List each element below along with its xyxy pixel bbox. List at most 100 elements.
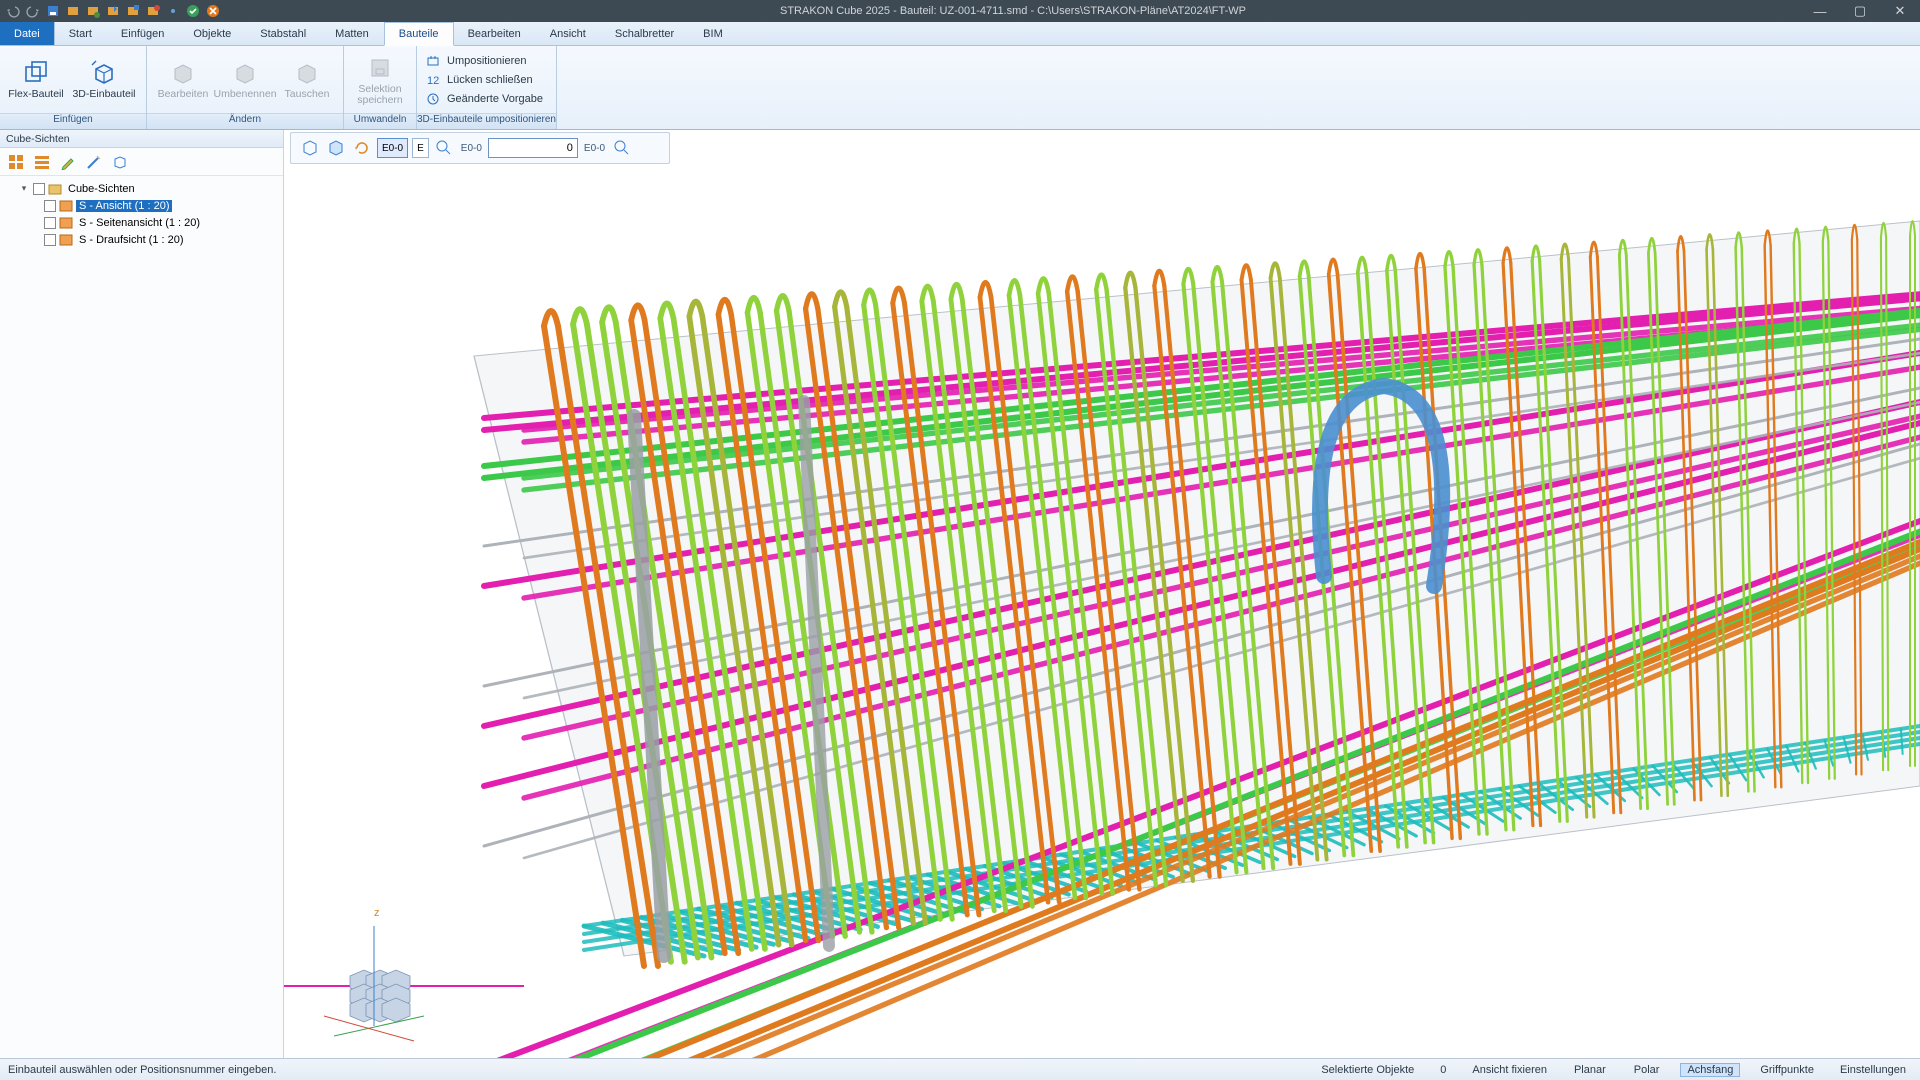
status-einstellungen[interactable]: Einstellungen: [1834, 1064, 1912, 1076]
file-tab[interactable]: Datei: [0, 22, 55, 45]
reposition-icon: [425, 53, 441, 69]
minimize-button[interactable]: —: [1800, 0, 1840, 22]
tab-objekte[interactable]: Objekte: [179, 22, 246, 45]
tab-stabstahl[interactable]: Stabstahl: [246, 22, 321, 45]
window-title: STRAKON Cube 2025 - Bauteil: UZ-001-4711…: [226, 5, 1800, 17]
ribbon-tabs: Datei Start Einfügen Objekte Stabstahl M…: [0, 22, 1920, 46]
selektion-speichern-button: Selektion speichern: [350, 49, 410, 111]
vtool-tag3: E0-0: [582, 143, 607, 154]
tree-item-ansicht[interactable]: S - Ansicht (1 : 20): [4, 197, 279, 214]
expand-icon[interactable]: ▾: [18, 183, 30, 194]
status-bar: Einbauteil auswählen oder Positionsnumme…: [0, 1058, 1920, 1080]
checkbox[interactable]: [44, 234, 56, 246]
maximize-button[interactable]: ▢: [1840, 0, 1880, 22]
flex-bauteil-icon: [22, 59, 50, 87]
tab-bim[interactable]: BIM: [689, 22, 738, 45]
status-prompt: Einbauteil auswählen oder Positionsnumme…: [8, 1064, 1301, 1076]
position-input[interactable]: [488, 138, 578, 158]
view-icon: [59, 199, 73, 213]
save-selection-icon: [366, 54, 394, 82]
qat-check-icon[interactable]: [184, 2, 202, 20]
sidetool-pencil-icon[interactable]: [58, 152, 78, 172]
vtool-tag2: E0-0: [459, 143, 484, 154]
vtool-zoom2-icon[interactable]: [611, 137, 633, 159]
sidetool-list-icon[interactable]: [32, 152, 52, 172]
checkbox[interactable]: [33, 183, 45, 195]
qat-btn7-icon[interactable]: [124, 2, 142, 20]
qat-save-icon[interactable]: [44, 2, 62, 20]
vtool-tag1[interactable]: E0-0: [377, 138, 408, 158]
tauschen-button: Tauschen: [277, 49, 337, 111]
tree-root[interactable]: ▾ Cube-Sichten: [4, 180, 279, 197]
umbenennen-button: Umbenennen: [215, 49, 275, 111]
status-selected-count: 0: [1434, 1064, 1452, 1076]
sidebar-toolbar: [0, 148, 283, 176]
sidetool-wand-icon[interactable]: [84, 152, 104, 172]
sidebar-cube-sichten: Cube-Sichten ▾ Cube-Sichten S - Ansicht …: [0, 130, 284, 1058]
status-planar[interactable]: Planar: [1567, 1063, 1613, 1077]
status-griffpunkte[interactable]: Griffpunkte: [1754, 1064, 1820, 1076]
vtool-e[interactable]: E: [412, 138, 429, 158]
status-polar[interactable]: Polar: [1627, 1063, 1667, 1077]
sidetool-grid-icon[interactable]: [6, 152, 26, 172]
qat-sep-icon: [164, 2, 182, 20]
vtool-cube2-icon[interactable]: [325, 137, 347, 159]
svg-text:123: 123: [427, 75, 440, 87]
tree-item-seitenansicht[interactable]: S - Seitenansicht (1 : 20): [4, 214, 279, 231]
ribbon-group-modify: Bearbeiten Umbenennen Tauschen Ändern: [147, 46, 344, 129]
titlebar: STRAKON Cube 2025 - Bauteil: UZ-001-4711…: [0, 0, 1920, 22]
quick-access-toolbar: [0, 2, 226, 20]
tab-einfuegen[interactable]: Einfügen: [107, 22, 179, 45]
status-fix-view[interactable]: Ansicht fixieren: [1466, 1064, 1553, 1076]
close-gaps-icon: 123: [425, 72, 441, 88]
close-button[interactable]: ✕: [1880, 0, 1920, 22]
changed-default-icon: [425, 91, 441, 107]
view-tree: ▾ Cube-Sichten S - Ansicht (1 : 20) S - …: [0, 176, 283, 1058]
geaenderte-vorgabe-button[interactable]: Geänderte Vorgabe: [421, 90, 547, 108]
view-icon: [59, 233, 73, 247]
tab-bauteile[interactable]: Bauteile: [384, 22, 454, 46]
3d-viewport[interactable]: z: [284, 166, 1920, 1058]
tab-start[interactable]: Start: [55, 22, 107, 45]
3d-einbauteil-icon: [90, 59, 118, 87]
ribbon-group-reposition: Umpositionieren 123 Lücken schließen Geä…: [417, 46, 557, 129]
rename-icon: [231, 59, 259, 87]
sidebar-title: Cube-Sichten: [0, 130, 283, 148]
qat-btn5-icon[interactable]: [84, 2, 102, 20]
qat-btn6-icon[interactable]: [104, 2, 122, 20]
swap-icon: [293, 59, 321, 87]
qat-redo-icon[interactable]: [24, 2, 42, 20]
flex-bauteil-button[interactable]: Flex-Bauteil: [6, 49, 66, 111]
view-icon: [59, 216, 73, 230]
vtool-refresh-icon[interactable]: [351, 137, 373, 159]
svg-text:z: z: [374, 907, 380, 919]
ribbon-group-convert: Selektion speichern Umwandeln: [344, 46, 417, 129]
folder-icon: [48, 182, 62, 196]
main-area: Cube-Sichten ▾ Cube-Sichten S - Ansicht …: [0, 130, 1920, 1058]
qat-undo-icon[interactable]: [4, 2, 22, 20]
tab-ansicht[interactable]: Ansicht: [536, 22, 601, 45]
tab-bearbeiten[interactable]: Bearbeiten: [454, 22, 536, 45]
tab-schalbretter[interactable]: Schalbretter: [601, 22, 689, 45]
vtool-zoom-icon[interactable]: [433, 137, 455, 159]
viewport-wrapper: E0-0 E E0-0 E0-0 z: [284, 130, 1920, 1058]
bearbeiten-button: Bearbeiten: [153, 49, 213, 111]
qat-cancel-icon[interactable]: [204, 2, 222, 20]
checkbox[interactable]: [44, 200, 56, 212]
3d-einbauteil-button[interactable]: 3D-Einbauteil: [68, 49, 140, 111]
window-buttons: — ▢ ✕: [1800, 0, 1920, 22]
qat-btn8-icon[interactable]: [144, 2, 162, 20]
tab-matten[interactable]: Matten: [321, 22, 384, 45]
umpositionieren-button[interactable]: Umpositionieren: [421, 52, 547, 70]
status-selected-label: Selektierte Objekte: [1315, 1064, 1420, 1076]
viewport-toolbar: E0-0 E E0-0 E0-0: [290, 132, 670, 164]
tree-item-draufsicht[interactable]: S - Draufsicht (1 : 20): [4, 231, 279, 248]
checkbox[interactable]: [44, 217, 56, 229]
luecken-schliessen-button[interactable]: 123 Lücken schließen: [421, 71, 547, 89]
vtool-cube1-icon[interactable]: [299, 137, 321, 159]
qat-btn4-icon[interactable]: [64, 2, 82, 20]
status-achsfang[interactable]: Achsfang: [1680, 1063, 1740, 1077]
ribbon: Flex-Bauteil 3D-Einbauteil Einfügen Bear…: [0, 46, 1920, 130]
edit-icon: [169, 59, 197, 87]
sidetool-cube-icon[interactable]: [110, 152, 130, 172]
